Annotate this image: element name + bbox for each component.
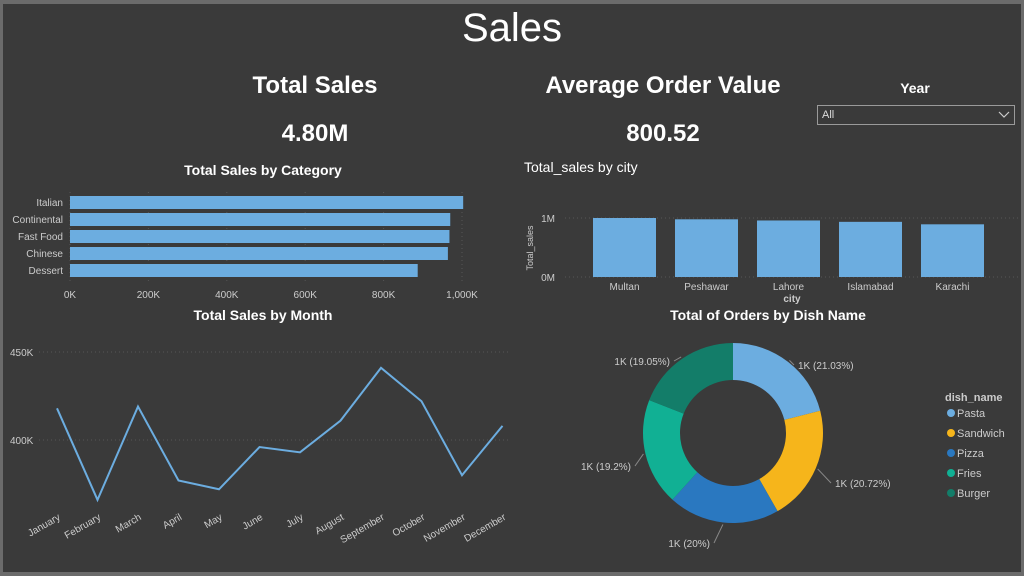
year-filter-label: Year	[900, 80, 930, 96]
category-chart-title: Total Sales by Category	[184, 162, 342, 178]
y-axis-title: Total_sales	[525, 225, 535, 271]
dish-chart-title: Total of Orders by Dish Name	[670, 307, 866, 323]
page-title: Sales	[461, 6, 563, 50]
leader-line	[789, 360, 795, 366]
bar-peshawar	[675, 219, 738, 277]
legend-item-fries: Fries	[957, 468, 982, 480]
x-tick-label: May	[203, 512, 225, 531]
x-tick-label: August	[314, 512, 347, 537]
x-tick-label: January	[26, 512, 62, 539]
bar-islamabad	[839, 221, 902, 277]
kpi-total-sales-label: Total Sales	[252, 72, 378, 99]
kpi-aov-value: 800.52	[626, 120, 700, 147]
legend-item-pizza: Pizza	[957, 448, 985, 460]
city-chart-title: Total_sales by city	[524, 159, 638, 175]
data-label: 1K (19.2%)	[581, 462, 631, 473]
legend-item-pasta: Pasta	[957, 408, 986, 420]
legend-marker-fries	[947, 469, 955, 477]
month-chart-title: Total Sales by Month	[193, 307, 333, 323]
y-tick-label: 450K	[10, 348, 34, 359]
slice-sandwich	[759, 410, 823, 512]
leader-line	[634, 453, 644, 467]
month-line-chart: 450K 400K January February March April May June…	[10, 348, 511, 546]
y-tick-label: Fast Food	[18, 232, 63, 243]
slice-pizza	[672, 472, 778, 523]
bar-fast-food	[70, 230, 450, 243]
category-bar-chart: 0K 200K 400K 600K 800K 1,000K Italian Continent…	[12, 192, 478, 301]
x-tick-label: April	[161, 512, 184, 532]
legend-marker-pasta	[947, 409, 955, 417]
x-tick-label: 800K	[372, 290, 396, 301]
y-tick-label: Chinese	[26, 249, 63, 260]
legend-title: dish_name	[945, 392, 1002, 404]
bar-multan	[593, 218, 656, 277]
x-tick-label: Multan	[609, 282, 639, 293]
y-tick-label: 0M	[541, 273, 555, 284]
x-tick-label: February	[63, 512, 103, 542]
x-tick-label: Karachi	[936, 282, 970, 293]
legend-marker-pizza	[947, 449, 955, 457]
bar-italian	[70, 196, 464, 209]
leader-line	[817, 468, 832, 484]
data-label: 1K (19.05%)	[614, 357, 670, 368]
x-tick-label: Islamabad	[847, 282, 893, 293]
y-tick-label: Continental	[12, 215, 63, 226]
x-tick-label: 0K	[64, 290, 77, 301]
kpi-aov-label: Average Order Value	[545, 72, 781, 99]
data-label: 1K (20%)	[668, 539, 710, 550]
x-tick-label: July	[285, 512, 306, 530]
sales-line	[56, 366, 504, 503]
y-tick-label: Italian	[36, 198, 63, 209]
x-tick-label: November	[422, 512, 468, 545]
bar-dessert	[70, 264, 418, 277]
x-tick-label: 400K	[215, 290, 239, 301]
year-dropdown[interactable]: All	[817, 105, 1015, 125]
data-label: 1K (21.03%)	[798, 361, 854, 372]
chevron-down-icon	[998, 111, 1010, 118]
x-tick-label: June	[241, 512, 266, 533]
dish-donut-chart: 1K (21.03%) 1K (20.72%) 1K (20%) 1K (19.2%)…	[581, 343, 1005, 550]
dashboard-canvas: Sales Total Sales 4.80M Average Order Va…	[3, 4, 1021, 572]
x-tick-label: Peshawar	[684, 282, 729, 293]
x-tick-label: 600K	[294, 290, 318, 301]
x-tick-label: 1,000K	[446, 290, 478, 301]
kpi-total-sales-value: 4.80M	[281, 120, 349, 147]
city-bar-chart: 0M 1M Total_sales Multan Peshawar Lahore Islam…	[525, 214, 1021, 305]
slice-fries	[643, 400, 698, 500]
x-axis-title: city	[783, 294, 801, 305]
leader-line	[713, 524, 724, 544]
bar-chinese	[70, 247, 448, 260]
y-tick-label: 400K	[10, 436, 34, 447]
legend-marker-sandwich	[947, 429, 955, 437]
slice-pasta	[733, 343, 821, 420]
y-tick-label: Dessert	[29, 266, 64, 277]
year-dropdown-value: All	[822, 109, 835, 121]
legend-item-sandwich: Sandwich	[957, 428, 1005, 440]
leader-line	[673, 356, 682, 362]
legend-item-burger: Burger	[957, 488, 990, 500]
data-label: 1K (20.72%)	[835, 479, 891, 490]
slice-burger	[649, 343, 733, 414]
x-tick-label: September	[339, 512, 387, 546]
y-tick-label: 1M	[541, 214, 555, 225]
bar-continental	[70, 213, 451, 226]
x-tick-label: March	[114, 512, 144, 535]
bar-karachi	[921, 224, 984, 277]
x-tick-label: December	[463, 512, 509, 545]
x-tick-label: 200K	[137, 290, 161, 301]
x-tick-label: Lahore	[773, 282, 805, 293]
bar-lahore	[757, 220, 820, 277]
legend-marker-burger	[947, 489, 955, 497]
